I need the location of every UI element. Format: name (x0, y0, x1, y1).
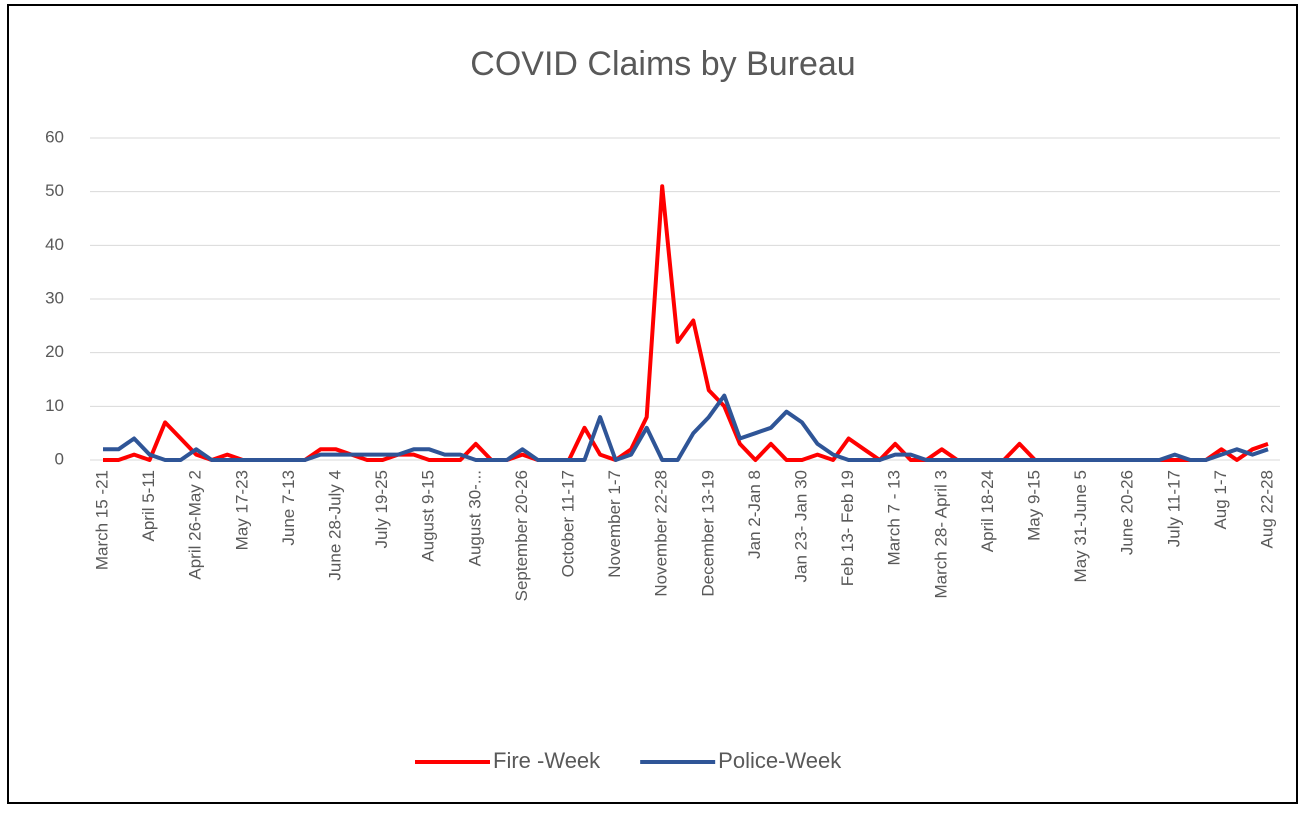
x-tick-label: May 17-23 (232, 470, 251, 550)
x-tick-label: June 28-July 4 (325, 470, 344, 581)
x-tick-label: Jan 2-Jan 8 (745, 470, 764, 559)
y-tick-label: 20 (45, 342, 64, 361)
x-tick-label: August 30-... (465, 470, 484, 566)
series-line (103, 393, 1269, 462)
x-tick-label: April 26-May 2 (186, 470, 205, 580)
legend-label: Fire -Week (493, 748, 601, 773)
x-tick-label: Aug 1-7 (1211, 470, 1230, 530)
y-tick-label: 0 (55, 449, 64, 468)
y-tick-label: 30 (45, 288, 64, 307)
x-tick-label: Feb 13- Feb 19 (838, 470, 857, 586)
x-tick-label: November 22-28 (652, 470, 671, 597)
x-tick-label: March 15 -21 (92, 470, 111, 570)
x-tick-label: Aug 22-28 (1257, 470, 1276, 548)
x-tick-label: July 11-17 (1164, 470, 1183, 547)
y-tick-label: 50 (45, 181, 64, 200)
x-tick-label: Jan 23- Jan 30 (791, 470, 810, 582)
x-tick-label: March 28- April 3 (931, 470, 950, 599)
y-tick-label: 10 (45, 396, 64, 415)
x-tick-label: December 13-19 (698, 470, 717, 597)
x-tick-label: April 18-24 (978, 470, 997, 552)
x-tick-label: April 5-11 (139, 470, 158, 542)
x-tick-label: September 20-26 (512, 470, 531, 601)
x-tick-label: October 11-17 (558, 470, 577, 577)
legend-label: Police-Week (718, 748, 842, 773)
x-tick-label: August 9-15 (419, 470, 438, 562)
x-tick-label: November 1-7 (605, 470, 624, 578)
y-tick-label: 60 (45, 127, 64, 146)
chart-frame (7, 4, 1298, 804)
x-tick-label: July 19-25 (372, 470, 391, 548)
x-tick-label: March 7 - 13 (885, 470, 904, 565)
chart-title: COVID Claims by Bureau (470, 45, 855, 83)
x-tick-label: May 9-15 (1024, 470, 1043, 541)
x-tick-label: May 31-June 5 (1071, 470, 1090, 582)
y-tick-label: 40 (45, 235, 64, 254)
x-tick-label: June 20-26 (1118, 470, 1137, 555)
x-tick-label: June 7-13 (279, 470, 298, 546)
